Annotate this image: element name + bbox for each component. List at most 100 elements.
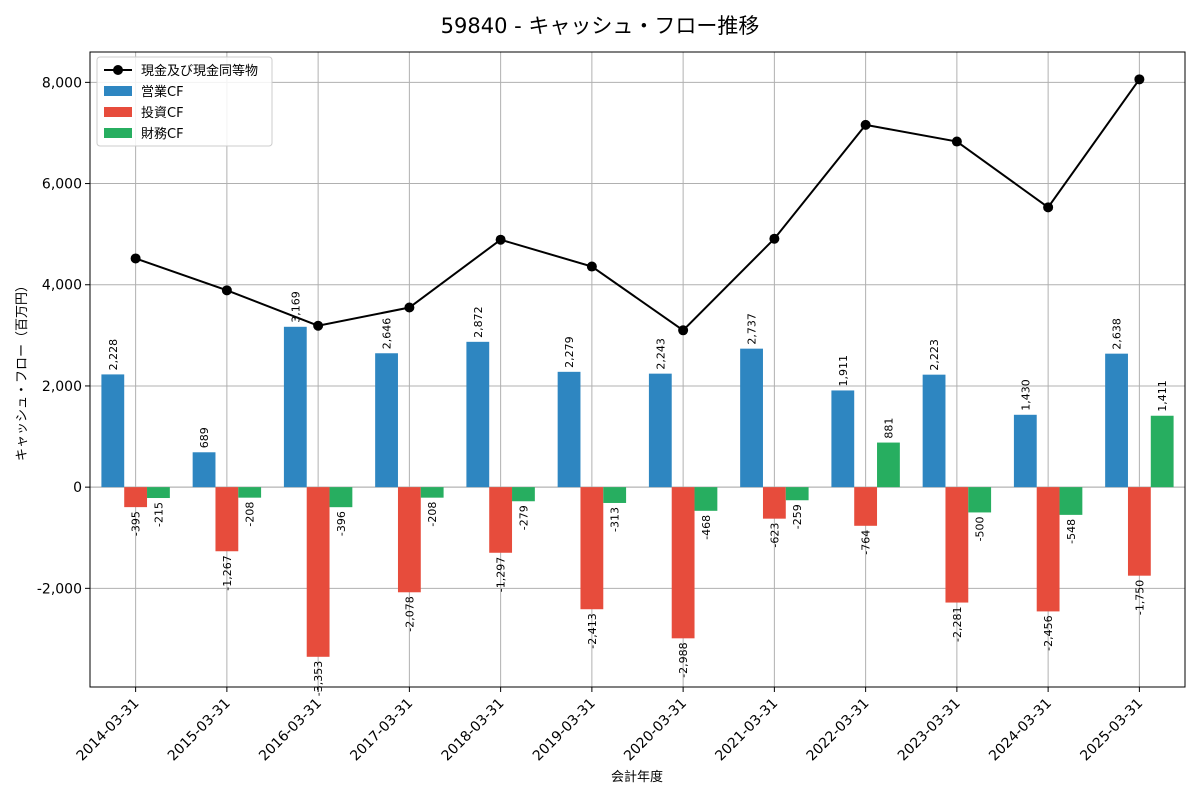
- bar-value-label: -1,297: [495, 557, 508, 592]
- bar-営業CF: [557, 371, 581, 488]
- bar-value-label: -279: [517, 505, 530, 530]
- x-tick-label: 2015-03-31: [165, 696, 234, 765]
- x-tick-label: 2017-03-31: [347, 696, 416, 765]
- legend-box: [96, 56, 273, 147]
- cash-point: [1043, 202, 1054, 213]
- cash-point: [769, 233, 780, 244]
- bar-投資CF: [945, 487, 969, 603]
- y-tick-label: 4,000: [42, 278, 82, 294]
- bar-value-label: -259: [791, 504, 804, 529]
- bar-value-label: -1,750: [1133, 580, 1146, 615]
- bar-財務CF: [785, 487, 809, 501]
- bar-営業CF: [740, 348, 763, 488]
- bar-value-label: -208: [426, 502, 439, 527]
- cash-line: [135, 78, 1141, 332]
- y-axis-label: キャッシュ・フロー（百万円）: [15, 279, 30, 461]
- bar-value-label: -2,988: [677, 642, 690, 677]
- x-tick-label: 2025-03-31: [1077, 696, 1146, 765]
- bar-value-label: 2,646: [381, 318, 394, 350]
- grid-layer: [90, 52, 1185, 687]
- bar-value-label: 3,169: [289, 291, 302, 323]
- chart-title: 59840 - キャッシュ・フロー推移: [441, 14, 760, 38]
- bar-value-label: -2,078: [403, 596, 416, 631]
- x-tick-label: 2022-03-31: [804, 696, 873, 765]
- bar-value-label: -2,281: [951, 607, 964, 642]
- bar-value-label: -313: [609, 507, 622, 532]
- bar-営業CF: [1013, 414, 1037, 488]
- cash-point: [1134, 74, 1145, 85]
- legend-label: 財務CF: [141, 127, 184, 142]
- bar-value-label: -764: [860, 530, 873, 555]
- legend-label: 現金及び現金同等物: [141, 63, 258, 79]
- bar-投資CF: [671, 487, 695, 639]
- bar-財務CF: [512, 487, 535, 502]
- bar-value-label: 2,228: [107, 339, 120, 371]
- cash-point: [130, 253, 141, 264]
- bar-value-label: -1,267: [221, 555, 234, 590]
- bar-value-label: -2,456: [1042, 615, 1055, 650]
- bar-財務CF: [420, 487, 444, 498]
- legend-swatch: [104, 86, 132, 96]
- legend-line-marker: [113, 65, 123, 75]
- bar-営業CF: [831, 390, 855, 488]
- bar-投資CF: [306, 487, 330, 657]
- bar-財務CF: [877, 442, 900, 488]
- bar-layer: [101, 326, 1174, 657]
- x-axis-label: 会計年度: [611, 769, 663, 785]
- bar-財務CF: [329, 487, 353, 508]
- bar-営業CF: [466, 341, 490, 488]
- bar-投資CF: [580, 487, 604, 610]
- x-tick-label: 2019-03-31: [530, 696, 599, 765]
- data-label-layer: 2,228 689 3,169 2,646 2,872 2,279 2,243 2,737 1,…: [107, 291, 1169, 696]
- bar-value-label: -548: [1065, 519, 1078, 544]
- bar-value-label: 2,737: [746, 313, 759, 345]
- bar-value-label: -215: [152, 502, 165, 527]
- legend-swatch: [104, 107, 132, 117]
- bar-投資CF: [762, 487, 786, 519]
- bar-投資CF: [1127, 487, 1151, 576]
- cash-point: [221, 285, 232, 296]
- x-tick-label: 2014-03-31: [74, 696, 143, 765]
- y-tick-label: -2,000: [37, 581, 82, 597]
- cash-point: [586, 261, 597, 272]
- x-tick-label: 2020-03-31: [621, 696, 690, 765]
- bar-value-label: 1,411: [1156, 380, 1169, 412]
- bar-value-label: -395: [130, 511, 143, 536]
- bar-営業CF: [648, 373, 672, 488]
- x-tick-label: 2023-03-31: [895, 696, 964, 765]
- bar-value-label: 2,638: [1111, 318, 1124, 350]
- bar-value-label: 689: [198, 427, 211, 448]
- bar-value-label: 2,223: [928, 339, 941, 371]
- bar-value-label: 2,872: [472, 306, 485, 338]
- bar-value-label: 1,911: [837, 355, 850, 387]
- bar-財務CF: [1150, 415, 1174, 488]
- x-tick-label: 2018-03-31: [439, 696, 508, 765]
- bar-value-label: -468: [700, 515, 713, 540]
- bar-value-label: 2,279: [563, 336, 576, 368]
- bar-営業CF: [283, 326, 307, 488]
- bar-投資CF: [489, 487, 513, 553]
- bar-投資CF: [215, 487, 239, 552]
- x-tick-label: 2021-03-31: [712, 696, 781, 765]
- y-tick-label: 8,000: [42, 75, 82, 91]
- bar-財務CF: [694, 487, 718, 511]
- bar-財務CF: [1059, 487, 1083, 515]
- x-tick-label: 2024-03-31: [986, 696, 1055, 765]
- cash-point: [313, 320, 324, 331]
- bar-営業CF: [375, 353, 398, 488]
- bar-財務CF: [603, 487, 627, 503]
- bar-value-label: -623: [768, 523, 781, 548]
- bar-投資CF: [397, 487, 421, 593]
- x-tick-label: 2016-03-31: [256, 696, 325, 765]
- bar-value-label: 1,430: [1019, 379, 1032, 411]
- bar-value-label: -396: [335, 511, 348, 536]
- bar-財務CF: [968, 487, 992, 513]
- bar-投資CF: [854, 487, 878, 526]
- y-tick-label: 2,000: [42, 379, 82, 395]
- cash-point: [951, 136, 962, 147]
- cash-point: [495, 234, 506, 245]
- bar-営業CF: [922, 374, 946, 488]
- bar-営業CF: [1105, 353, 1128, 488]
